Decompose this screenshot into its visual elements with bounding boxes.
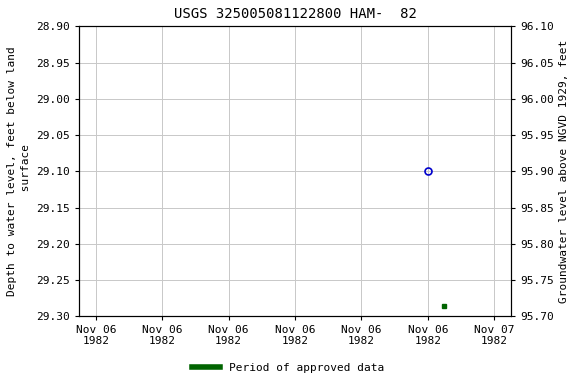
- Title: USGS 325005081122800 HAM-  82: USGS 325005081122800 HAM- 82: [173, 7, 416, 21]
- Legend: Period of approved data: Period of approved data: [188, 359, 388, 378]
- Y-axis label: Groundwater level above NGVD 1929, feet: Groundwater level above NGVD 1929, feet: [559, 40, 569, 303]
- Y-axis label: Depth to water level, feet below land
 surface: Depth to water level, feet below land su…: [7, 46, 31, 296]
